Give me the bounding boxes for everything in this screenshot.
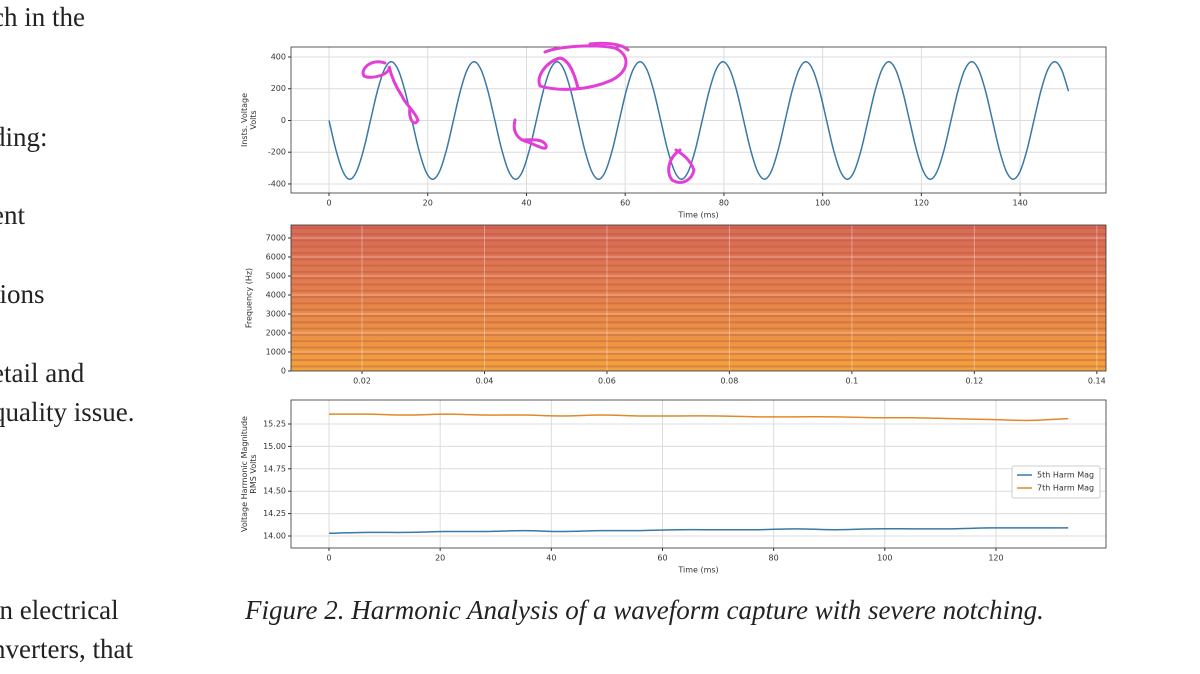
x-tick-label: 0.06: [598, 377, 616, 386]
y-axis-label: Insts. Voltage: [240, 93, 249, 147]
spectrogram-harmonics: [291, 225, 1106, 371]
plot-area: [291, 400, 1106, 548]
y-tick-label: 400: [271, 52, 286, 61]
data-line: [328, 527, 1069, 535]
x-axis-label: Time (ms): [677, 566, 718, 575]
plot-frame: [290, 224, 1107, 372]
x-tick-label: 20: [423, 199, 433, 208]
y-tick-label: 14.50: [263, 487, 286, 496]
y-axis-label: Volts: [249, 110, 258, 129]
x-tick-label: 0: [326, 199, 331, 208]
legend-box: [1011, 465, 1101, 499]
y-tick-label: 7000: [266, 233, 286, 242]
plot-frame: [290, 46, 1107, 194]
x-tick-label: 20: [435, 554, 445, 563]
y-tick-label: 15.25: [263, 420, 286, 429]
x-tick-label: 0.14: [1088, 377, 1106, 386]
body-text: etail and: [0, 358, 85, 388]
x-tick-label: 0.12: [965, 377, 983, 386]
y-tick-label: 14.75: [263, 464, 286, 473]
y-tick-label: 200: [271, 84, 286, 93]
x-tick-label: 0: [326, 554, 331, 563]
y-axis-label: RMS Volts: [249, 454, 258, 493]
data-line: [329, 413, 1069, 422]
body-text: in electrical: [0, 595, 119, 625]
y-axis-label: Frequency (Hz): [245, 268, 254, 328]
body-text: ding:: [0, 122, 48, 152]
x-tick-label: 140: [1012, 199, 1027, 208]
body-text: ent: [0, 200, 25, 230]
y-tick-label: -200: [268, 148, 286, 157]
legend-label: 5th Harm Mag: [1037, 471, 1094, 480]
x-tick-label: 0.02: [353, 377, 371, 386]
y-tick-label: 14.25: [263, 509, 286, 518]
y-tick-label: -400: [268, 179, 286, 188]
x-tick-label: 100: [877, 554, 892, 563]
y-tick-label: 0: [281, 116, 286, 125]
data-line: [328, 61, 1070, 180]
y-tick-label: 4000: [266, 290, 286, 299]
figure-caption: Figure 2. Harmonic Analysis of a wavefor…: [245, 595, 1044, 625]
y-tick-label: 2000: [266, 328, 286, 337]
x-tick-label: 80: [719, 199, 729, 208]
x-tick-label: 60: [657, 554, 667, 563]
x-axis-label: Time (ms): [677, 211, 718, 220]
x-tick-label: 0.04: [476, 377, 494, 386]
body-text: ch in the: [0, 2, 85, 32]
y-tick-label: 1000: [266, 347, 286, 356]
x-tick-label: 0.08: [721, 377, 739, 386]
x-tick-label: 60: [620, 199, 630, 208]
y-tick-label: 15.00: [263, 442, 286, 451]
legend-label: 7th Harm Mag: [1037, 484, 1094, 493]
plot-frame: [290, 399, 1107, 549]
x-tick-label: 80: [769, 554, 779, 563]
body-text: quality issue.: [0, 397, 135, 427]
y-axis-label: Voltage Harmonic Magnitude: [240, 416, 249, 532]
y-tick-label: 0: [281, 367, 286, 376]
x-tick-label: 120: [988, 554, 1003, 563]
x-tick-label: 120: [914, 199, 929, 208]
x-tick-label: 100: [815, 199, 830, 208]
y-tick-label: 5000: [266, 271, 286, 280]
body-text: nverters, that: [0, 634, 133, 664]
x-tick-label: 40: [546, 554, 556, 563]
y-tick-label: 3000: [266, 309, 286, 318]
ink-annotation: [361, 41, 696, 184]
y-tick-label: 6000: [266, 252, 286, 261]
y-tick-label: 14.00: [263, 531, 286, 540]
x-tick-label: 40: [521, 199, 531, 208]
x-tick-label: 0.1: [846, 377, 859, 386]
